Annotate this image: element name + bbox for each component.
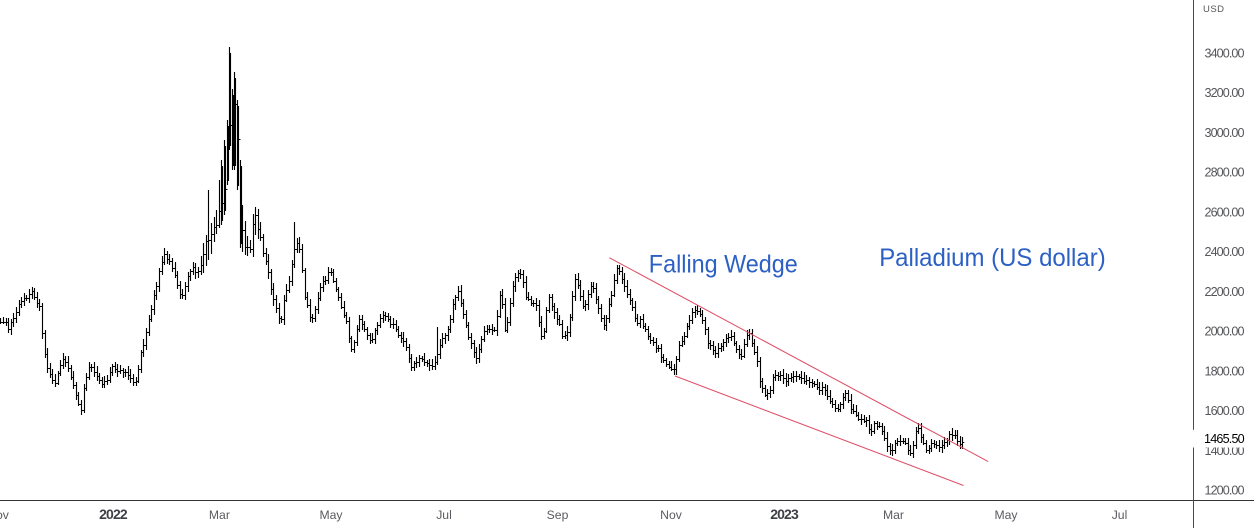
svg-text:USD: USD [1203,4,1224,15]
svg-text:2800.00: 2800.00 [1205,166,1245,180]
svg-text:May: May [319,508,343,522]
svg-text:1800.00: 1800.00 [1205,364,1245,378]
svg-text:3200.00: 3200.00 [1205,86,1245,100]
svg-text:1465.50: 1465.50 [1204,432,1245,446]
svg-text:3400.00: 3400.00 [1205,47,1245,61]
svg-text:2023: 2023 [770,506,799,522]
svg-text:2000.00: 2000.00 [1205,325,1245,339]
svg-text:2600.00: 2600.00 [1205,205,1245,219]
svg-text:Jul: Jul [436,508,452,522]
svg-text:1600.00: 1600.00 [1205,404,1245,418]
svg-text:1200.00: 1200.00 [1205,484,1245,498]
svg-text:Falling Wedge: Falling Wedge [649,250,798,278]
svg-text:Mar: Mar [209,508,230,522]
svg-text:Jul: Jul [1112,508,1128,522]
svg-text:Nov: Nov [660,508,683,522]
svg-text:2400.00: 2400.00 [1205,245,1245,259]
svg-text:2200.00: 2200.00 [1205,285,1245,299]
svg-text:May: May [994,508,1018,522]
svg-text:Sep: Sep [547,508,569,522]
svg-text:Nov: Nov [0,508,10,522]
svg-text:Mar: Mar [883,508,904,522]
svg-text:3000.00: 3000.00 [1205,126,1245,140]
svg-text:2022: 2022 [99,506,128,522]
svg-text:Palladium (US dollar): Palladium (US dollar) [879,244,1105,272]
